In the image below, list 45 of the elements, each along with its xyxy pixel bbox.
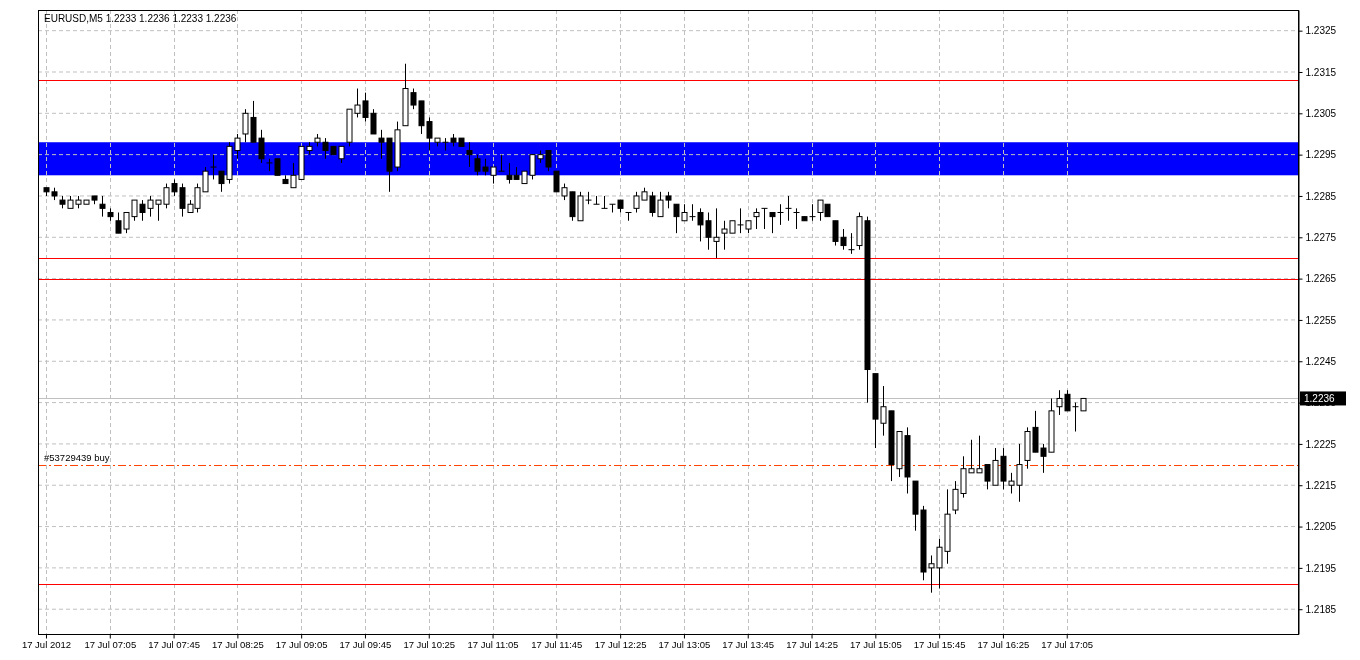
y-tick-label: 1.2295: [1305, 149, 1337, 161]
y-tick-label: 1.2185: [1305, 603, 1337, 615]
candlestick: [210, 154, 217, 180]
x-tick-label: 17 Jul 10:25: [403, 639, 456, 651]
x-tick-label: 17 Jul 09:05: [275, 639, 328, 651]
x-tick-label: 17 Jul 12:25: [594, 639, 647, 651]
x-tick-label: 17 Jul 15:45: [913, 639, 966, 651]
x-tick-label: 17 Jul 09:45: [339, 639, 392, 651]
candlestick: [466, 141, 473, 168]
y-tick-label: 1.2305: [1305, 108, 1337, 120]
candlestick: [601, 195, 608, 209]
y-tick-label: 1.2285: [1305, 190, 1337, 202]
x-tick-label: 17 Jul 07:45: [148, 639, 200, 651]
x-tick-label: 17 Jul 16:25: [977, 639, 1030, 651]
y-tick-label: 1.2225: [1305, 438, 1337, 450]
x-tick-label: 17 Jul 13:45: [722, 639, 775, 651]
y-tick-label: 1.2265: [1305, 273, 1337, 285]
candlestick: [793, 207, 800, 230]
candlestick: [593, 195, 600, 205]
y-tick-label: 1.2205: [1305, 521, 1337, 533]
x-tick-label: 17 Jul 14:25: [786, 639, 838, 651]
x-tick-label: 17 Jul 2012: [21, 639, 72, 651]
chart-title: EURUSD,M5 1.2233 1.2236 1.2233 1.2236: [44, 13, 237, 24]
ref-line-label: 1.2236: [1304, 392, 1336, 404]
y-tick-label: 1.2325: [1305, 25, 1337, 37]
candlestick: [99, 195, 106, 218]
candlestick: [848, 232, 855, 255]
x-tick-label: 17 Jul 11:45: [531, 639, 583, 651]
y-tick-label: 1.2195: [1305, 562, 1337, 574]
y-tick-label: 1.2255: [1305, 314, 1337, 326]
x-tick-label: 17 Jul 08:25: [211, 639, 264, 651]
y-tick-label: 1.2245: [1305, 355, 1337, 367]
y-tick-label: 1.2215: [1305, 479, 1337, 491]
x-tick-label: 17 Jul 17:05: [1041, 639, 1094, 651]
x-tick-label: 17 Jul 11:05: [467, 639, 519, 651]
y-tick-label: 1.2275: [1305, 231, 1337, 243]
x-tick-label: 17 Jul 15:05: [849, 639, 902, 651]
candlestick: [785, 195, 792, 222]
x-tick-label: 17 Jul 13:05: [658, 639, 711, 651]
candlestick: [625, 211, 632, 222]
candlestick: [761, 207, 768, 230]
candlestick: [753, 207, 760, 230]
x-tick-label: 17 Jul 07:05: [84, 639, 137, 651]
ref-line-label: #53729439 buy: [44, 451, 110, 463]
y-tick-label: 1.2315: [1305, 66, 1337, 78]
